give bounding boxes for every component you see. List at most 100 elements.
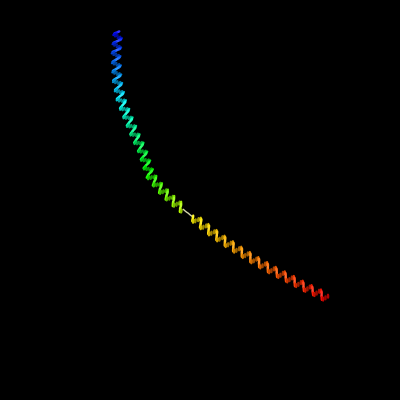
helix-turn bbox=[149, 175, 153, 180]
helix-turn bbox=[196, 217, 200, 223]
helix-turn bbox=[218, 236, 221, 242]
helix-turn bbox=[315, 290, 318, 296]
helix-turn bbox=[111, 69, 116, 74]
helix-turn bbox=[110, 60, 116, 65]
helix-turn bbox=[172, 202, 176, 208]
helix-turn bbox=[317, 288, 321, 294]
upper-helix bbox=[110, 30, 183, 214]
loop-segment bbox=[182, 208, 194, 218]
helix-turn bbox=[113, 71, 118, 75]
helix-turn bbox=[235, 247, 238, 253]
helix-turn bbox=[212, 229, 216, 235]
helix-turn bbox=[243, 253, 247, 259]
helix-turn bbox=[111, 79, 117, 84]
helix-turn bbox=[126, 123, 130, 128]
helix-turn bbox=[294, 282, 298, 289]
helix-turn bbox=[145, 174, 150, 179]
helix-turn bbox=[194, 218, 197, 224]
helix-turn bbox=[252, 258, 256, 264]
helix-turn bbox=[116, 89, 121, 94]
helix-turn bbox=[232, 248, 236, 254]
lower-helix bbox=[191, 214, 330, 302]
helix-turn bbox=[140, 157, 145, 162]
helix-turn bbox=[199, 225, 203, 231]
helix-turn bbox=[113, 88, 119, 93]
helix-turn bbox=[155, 182, 159, 188]
helix-turn bbox=[118, 98, 123, 103]
helix-turn bbox=[121, 98, 126, 103]
helix-turn bbox=[179, 208, 183, 214]
helix-turn bbox=[229, 240, 233, 246]
helix-turn bbox=[215, 237, 219, 243]
helix-turn bbox=[139, 140, 143, 146]
helix-turn bbox=[324, 295, 327, 301]
helix-turn bbox=[114, 80, 119, 85]
helix-turn bbox=[297, 281, 300, 287]
helix-turn bbox=[115, 63, 121, 67]
helix-turn bbox=[326, 293, 330, 299]
helix-turn bbox=[165, 196, 169, 202]
helix-turn bbox=[139, 149, 144, 154]
helix-turn bbox=[121, 106, 126, 112]
helix-turn bbox=[115, 97, 120, 102]
helix-turn bbox=[113, 43, 118, 47]
helix-turn bbox=[159, 189, 162, 195]
helix-turn bbox=[124, 115, 129, 120]
helix-turn bbox=[124, 107, 129, 112]
helix-turn bbox=[128, 115, 132, 121]
helix-turn bbox=[142, 158, 147, 163]
helix-turn bbox=[201, 224, 205, 230]
helix-turn bbox=[175, 201, 179, 207]
helix-turn bbox=[210, 230, 213, 236]
helix-turn bbox=[246, 251, 250, 257]
helix-turn bbox=[279, 272, 282, 278]
helix-turn bbox=[142, 149, 147, 154]
helix-turn bbox=[258, 264, 262, 270]
helix-turn bbox=[261, 263, 264, 269]
helix-turn bbox=[303, 287, 307, 293]
helix-turn bbox=[129, 132, 134, 137]
helix-turn bbox=[133, 140, 138, 146]
helix-turn bbox=[237, 246, 241, 252]
helix-turn bbox=[136, 140, 140, 146]
helix-turn bbox=[117, 80, 122, 85]
helix-turn bbox=[145, 166, 150, 172]
helix-turn bbox=[142, 166, 147, 171]
helix-turn bbox=[285, 278, 289, 284]
helix-turn bbox=[161, 189, 165, 195]
helix-turn bbox=[135, 132, 139, 138]
helix-turn bbox=[241, 253, 245, 260]
helix-turn bbox=[112, 52, 118, 56]
helix-turn bbox=[137, 148, 142, 154]
helix-turn bbox=[148, 167, 153, 172]
helix-turn bbox=[267, 269, 271, 275]
helix-turn bbox=[204, 223, 208, 229]
helix-turn bbox=[306, 286, 309, 292]
helix-turn bbox=[276, 273, 280, 280]
helix-turn bbox=[132, 132, 136, 137]
helix-turn bbox=[131, 124, 136, 129]
helix-turn bbox=[118, 90, 124, 94]
helix-turn bbox=[207, 231, 211, 237]
helix-turn bbox=[250, 259, 253, 265]
helix-turn bbox=[270, 268, 273, 274]
helix-turn bbox=[288, 277, 291, 283]
helix-turn bbox=[128, 123, 133, 129]
helix-turn bbox=[255, 256, 258, 262]
helix-turn bbox=[263, 261, 267, 267]
helix-turn bbox=[113, 34, 119, 38]
helix-turn bbox=[122, 114, 127, 120]
helix-turn bbox=[152, 182, 156, 188]
helix-turn bbox=[168, 195, 172, 201]
helix-turn bbox=[145, 158, 150, 163]
helix-turn bbox=[115, 53, 120, 58]
helix-turn bbox=[116, 72, 121, 76]
helix-turn bbox=[321, 296, 325, 302]
helix-turn bbox=[221, 235, 224, 241]
helix-turn bbox=[112, 61, 118, 66]
helix-turn bbox=[119, 106, 124, 111]
helix-turn bbox=[224, 242, 228, 249]
helix-turn bbox=[226, 242, 230, 248]
